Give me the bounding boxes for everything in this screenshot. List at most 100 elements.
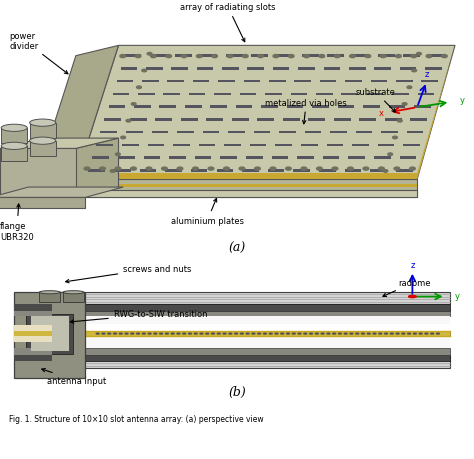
Polygon shape	[320, 81, 337, 83]
Circle shape	[409, 296, 416, 298]
Polygon shape	[378, 144, 394, 147]
Circle shape	[114, 333, 117, 334]
Circle shape	[396, 56, 401, 58]
Circle shape	[350, 56, 356, 58]
Circle shape	[384, 333, 387, 334]
Circle shape	[84, 168, 90, 171]
Polygon shape	[159, 106, 176, 109]
Circle shape	[96, 333, 99, 334]
Polygon shape	[236, 106, 253, 109]
Circle shape	[298, 333, 301, 334]
Polygon shape	[167, 81, 184, 83]
Polygon shape	[349, 68, 365, 71]
Text: flange
UBR320: flange UBR320	[0, 205, 34, 241]
Circle shape	[402, 333, 405, 334]
Polygon shape	[140, 170, 156, 172]
Circle shape	[125, 333, 128, 334]
Circle shape	[177, 333, 180, 334]
Polygon shape	[76, 46, 455, 180]
Text: antenna input: antenna input	[42, 369, 107, 385]
Polygon shape	[109, 106, 125, 109]
Polygon shape	[0, 188, 123, 198]
Polygon shape	[287, 106, 303, 109]
Bar	[0, 149, 76, 198]
Polygon shape	[367, 93, 383, 96]
Circle shape	[333, 333, 336, 334]
Circle shape	[288, 56, 294, 58]
Polygon shape	[76, 180, 417, 198]
Circle shape	[419, 333, 422, 334]
Polygon shape	[428, 55, 445, 58]
Circle shape	[332, 168, 338, 171]
Circle shape	[407, 87, 412, 90]
Polygon shape	[328, 55, 344, 58]
Circle shape	[148, 333, 151, 334]
Polygon shape	[425, 68, 442, 71]
Polygon shape	[312, 106, 329, 109]
Polygon shape	[305, 132, 321, 134]
Circle shape	[200, 333, 203, 334]
Polygon shape	[400, 157, 416, 160]
Polygon shape	[76, 139, 118, 198]
Polygon shape	[117, 81, 133, 83]
Polygon shape	[392, 93, 409, 96]
Circle shape	[252, 333, 255, 334]
Polygon shape	[155, 119, 172, 121]
Polygon shape	[76, 185, 417, 188]
Polygon shape	[254, 132, 270, 134]
Polygon shape	[323, 157, 339, 160]
Circle shape	[437, 333, 439, 334]
Text: x: x	[379, 109, 384, 118]
Bar	[14, 337, 52, 342]
Circle shape	[441, 56, 447, 58]
Polygon shape	[201, 55, 217, 58]
Polygon shape	[316, 93, 333, 96]
Circle shape	[270, 168, 276, 171]
Polygon shape	[291, 93, 307, 96]
Polygon shape	[226, 55, 243, 58]
Circle shape	[310, 333, 312, 334]
Circle shape	[356, 333, 359, 334]
Polygon shape	[197, 68, 213, 71]
Circle shape	[380, 56, 386, 58]
Bar	[43, 293, 450, 304]
Polygon shape	[283, 119, 300, 121]
Circle shape	[327, 333, 330, 334]
Text: y: y	[455, 291, 460, 300]
Polygon shape	[334, 119, 351, 121]
Circle shape	[137, 333, 139, 334]
Circle shape	[151, 56, 156, 58]
Text: screws and nuts: screws and nuts	[65, 264, 191, 283]
Circle shape	[344, 333, 347, 334]
Circle shape	[402, 103, 407, 106]
Polygon shape	[378, 55, 394, 58]
Polygon shape	[251, 55, 268, 58]
Bar	[43, 355, 450, 361]
Polygon shape	[202, 132, 219, 134]
Polygon shape	[138, 93, 155, 96]
Circle shape	[121, 137, 126, 140]
Polygon shape	[146, 68, 163, 71]
Polygon shape	[324, 68, 340, 71]
Polygon shape	[403, 55, 420, 58]
Circle shape	[146, 168, 152, 171]
Polygon shape	[88, 170, 105, 172]
Polygon shape	[396, 81, 412, 83]
Bar	[1, 146, 27, 162]
Circle shape	[255, 168, 260, 171]
Circle shape	[412, 70, 417, 73]
Polygon shape	[356, 132, 373, 134]
Polygon shape	[76, 190, 417, 198]
Polygon shape	[371, 81, 387, 83]
Circle shape	[281, 333, 283, 334]
Circle shape	[212, 56, 218, 58]
Circle shape	[413, 333, 416, 334]
Polygon shape	[363, 106, 380, 109]
Polygon shape	[134, 106, 151, 109]
Circle shape	[269, 333, 272, 334]
Circle shape	[196, 56, 202, 58]
Bar	[14, 293, 85, 378]
Polygon shape	[112, 93, 129, 96]
Polygon shape	[96, 144, 113, 147]
Circle shape	[100, 168, 105, 171]
